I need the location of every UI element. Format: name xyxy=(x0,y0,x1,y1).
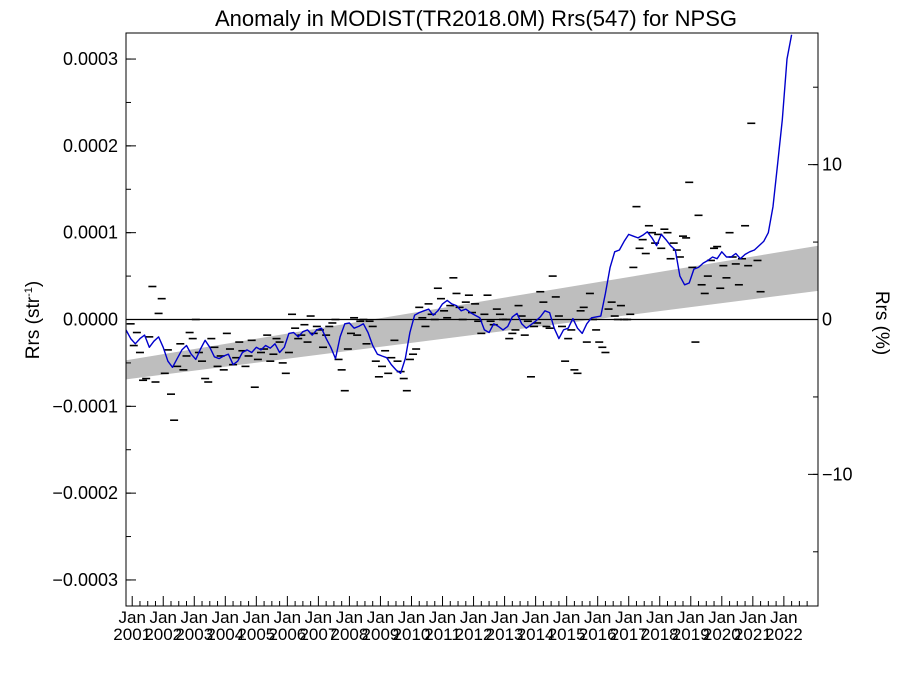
chart-title: Anomaly in MODIST(TR2018.0M) Rrs(547) fo… xyxy=(215,6,737,31)
x-tick-label-year: 2015 xyxy=(548,625,586,644)
x-tick-label-month: Jan xyxy=(181,608,208,627)
y-axis-label-right: Rrs (%) xyxy=(871,291,892,355)
x-tick-label-month: Jan xyxy=(677,608,704,627)
x-tick-label-month: Jan xyxy=(708,608,735,627)
y-axis-label-left: Rrs (str-1) xyxy=(23,281,44,359)
x-tick-label-month: Jan xyxy=(553,608,580,627)
x-tick-label-year: 2005 xyxy=(237,625,275,644)
y-tick-label-left: −0.0003 xyxy=(52,570,118,590)
x-tick-label-month: Jan xyxy=(305,608,332,627)
plot-area xyxy=(126,34,818,422)
y-axis-label-superscript: -1 xyxy=(23,287,35,297)
x-tick-label-month: Jan xyxy=(460,608,487,627)
x-tick-label-year: 2009 xyxy=(362,625,400,644)
x-tick-label-year: 2020 xyxy=(703,625,741,644)
x-tick-label-year: 2002 xyxy=(144,625,182,644)
x-tick-label-year: 2016 xyxy=(579,625,617,644)
x-tick-label-year: 2022 xyxy=(765,625,803,644)
x-tick-label-month: Jan xyxy=(615,608,642,627)
x-tick-label-month: Jan xyxy=(491,608,518,627)
x-tick-label-month: Jan xyxy=(398,608,425,627)
y-tick-label-right: 0 xyxy=(822,310,832,330)
x-tick-label-month: Jan xyxy=(118,608,145,627)
x-tick-label-year: 2007 xyxy=(299,625,337,644)
x-tick-label-year: 2011 xyxy=(424,625,461,644)
x-tick-label-month: Jan xyxy=(770,608,797,627)
x-tick-label-year: 2014 xyxy=(517,625,555,644)
x-tick-label-month: Jan xyxy=(336,608,363,627)
x-tick-label-year: 2001 xyxy=(113,625,151,644)
y-axis-label-close: ) xyxy=(23,281,44,287)
y-tick-label-left: −0.0002 xyxy=(52,483,118,503)
x-tick-label-month: Jan xyxy=(212,608,239,627)
x-tick-label-year: 2019 xyxy=(672,625,710,644)
x-tick-label-month: Jan xyxy=(367,608,394,627)
y-tick-label-right: −10 xyxy=(822,464,853,484)
x-tick-label-year: 2008 xyxy=(331,625,369,644)
x-tick-label-year: 2012 xyxy=(455,625,493,644)
x-tick-label-year: 2017 xyxy=(610,625,648,644)
y-axis-label-text: Rrs (str xyxy=(23,296,44,359)
x-tick-label-year: 2021 xyxy=(734,625,772,644)
y-tick-label-left: −0.0001 xyxy=(52,396,118,416)
x-tick-label-year: 2004 xyxy=(206,625,244,644)
x-tick-label-year: 2018 xyxy=(641,625,679,644)
plot-content xyxy=(126,34,818,422)
x-tick-label-month: Jan xyxy=(646,608,673,627)
x-tick-label-year: 2006 xyxy=(268,625,306,644)
x-tick-label-month: Jan xyxy=(150,608,177,627)
x-tick-label-year: 2003 xyxy=(175,625,213,644)
x-tick-label-month: Jan xyxy=(522,608,549,627)
x-tick-label-month: Jan xyxy=(739,608,766,627)
x-tick-label-month: Jan xyxy=(243,608,270,627)
x-tick-label-month: Jan xyxy=(429,608,456,627)
x-tick-label-year: 2013 xyxy=(486,625,524,644)
x-tick-label-month: Jan xyxy=(274,608,301,627)
x-tick-label-year: 2010 xyxy=(393,625,431,644)
smoothed-series-line xyxy=(126,34,793,374)
y-tick-label-left: 0.0001 xyxy=(63,223,118,243)
x-tick-label-month: Jan xyxy=(584,608,611,627)
y-tick-label-left: 0.0003 xyxy=(63,49,118,69)
y-tick-label-left: 0.0000 xyxy=(63,310,118,330)
y-tick-label-right: 10 xyxy=(822,155,842,175)
axes: 0.0003 0.0002 0.0001 0.0000 −0.0001 −0.0002 −0… xyxy=(52,32,853,644)
y-tick-label-left: 0.0002 xyxy=(63,136,118,156)
